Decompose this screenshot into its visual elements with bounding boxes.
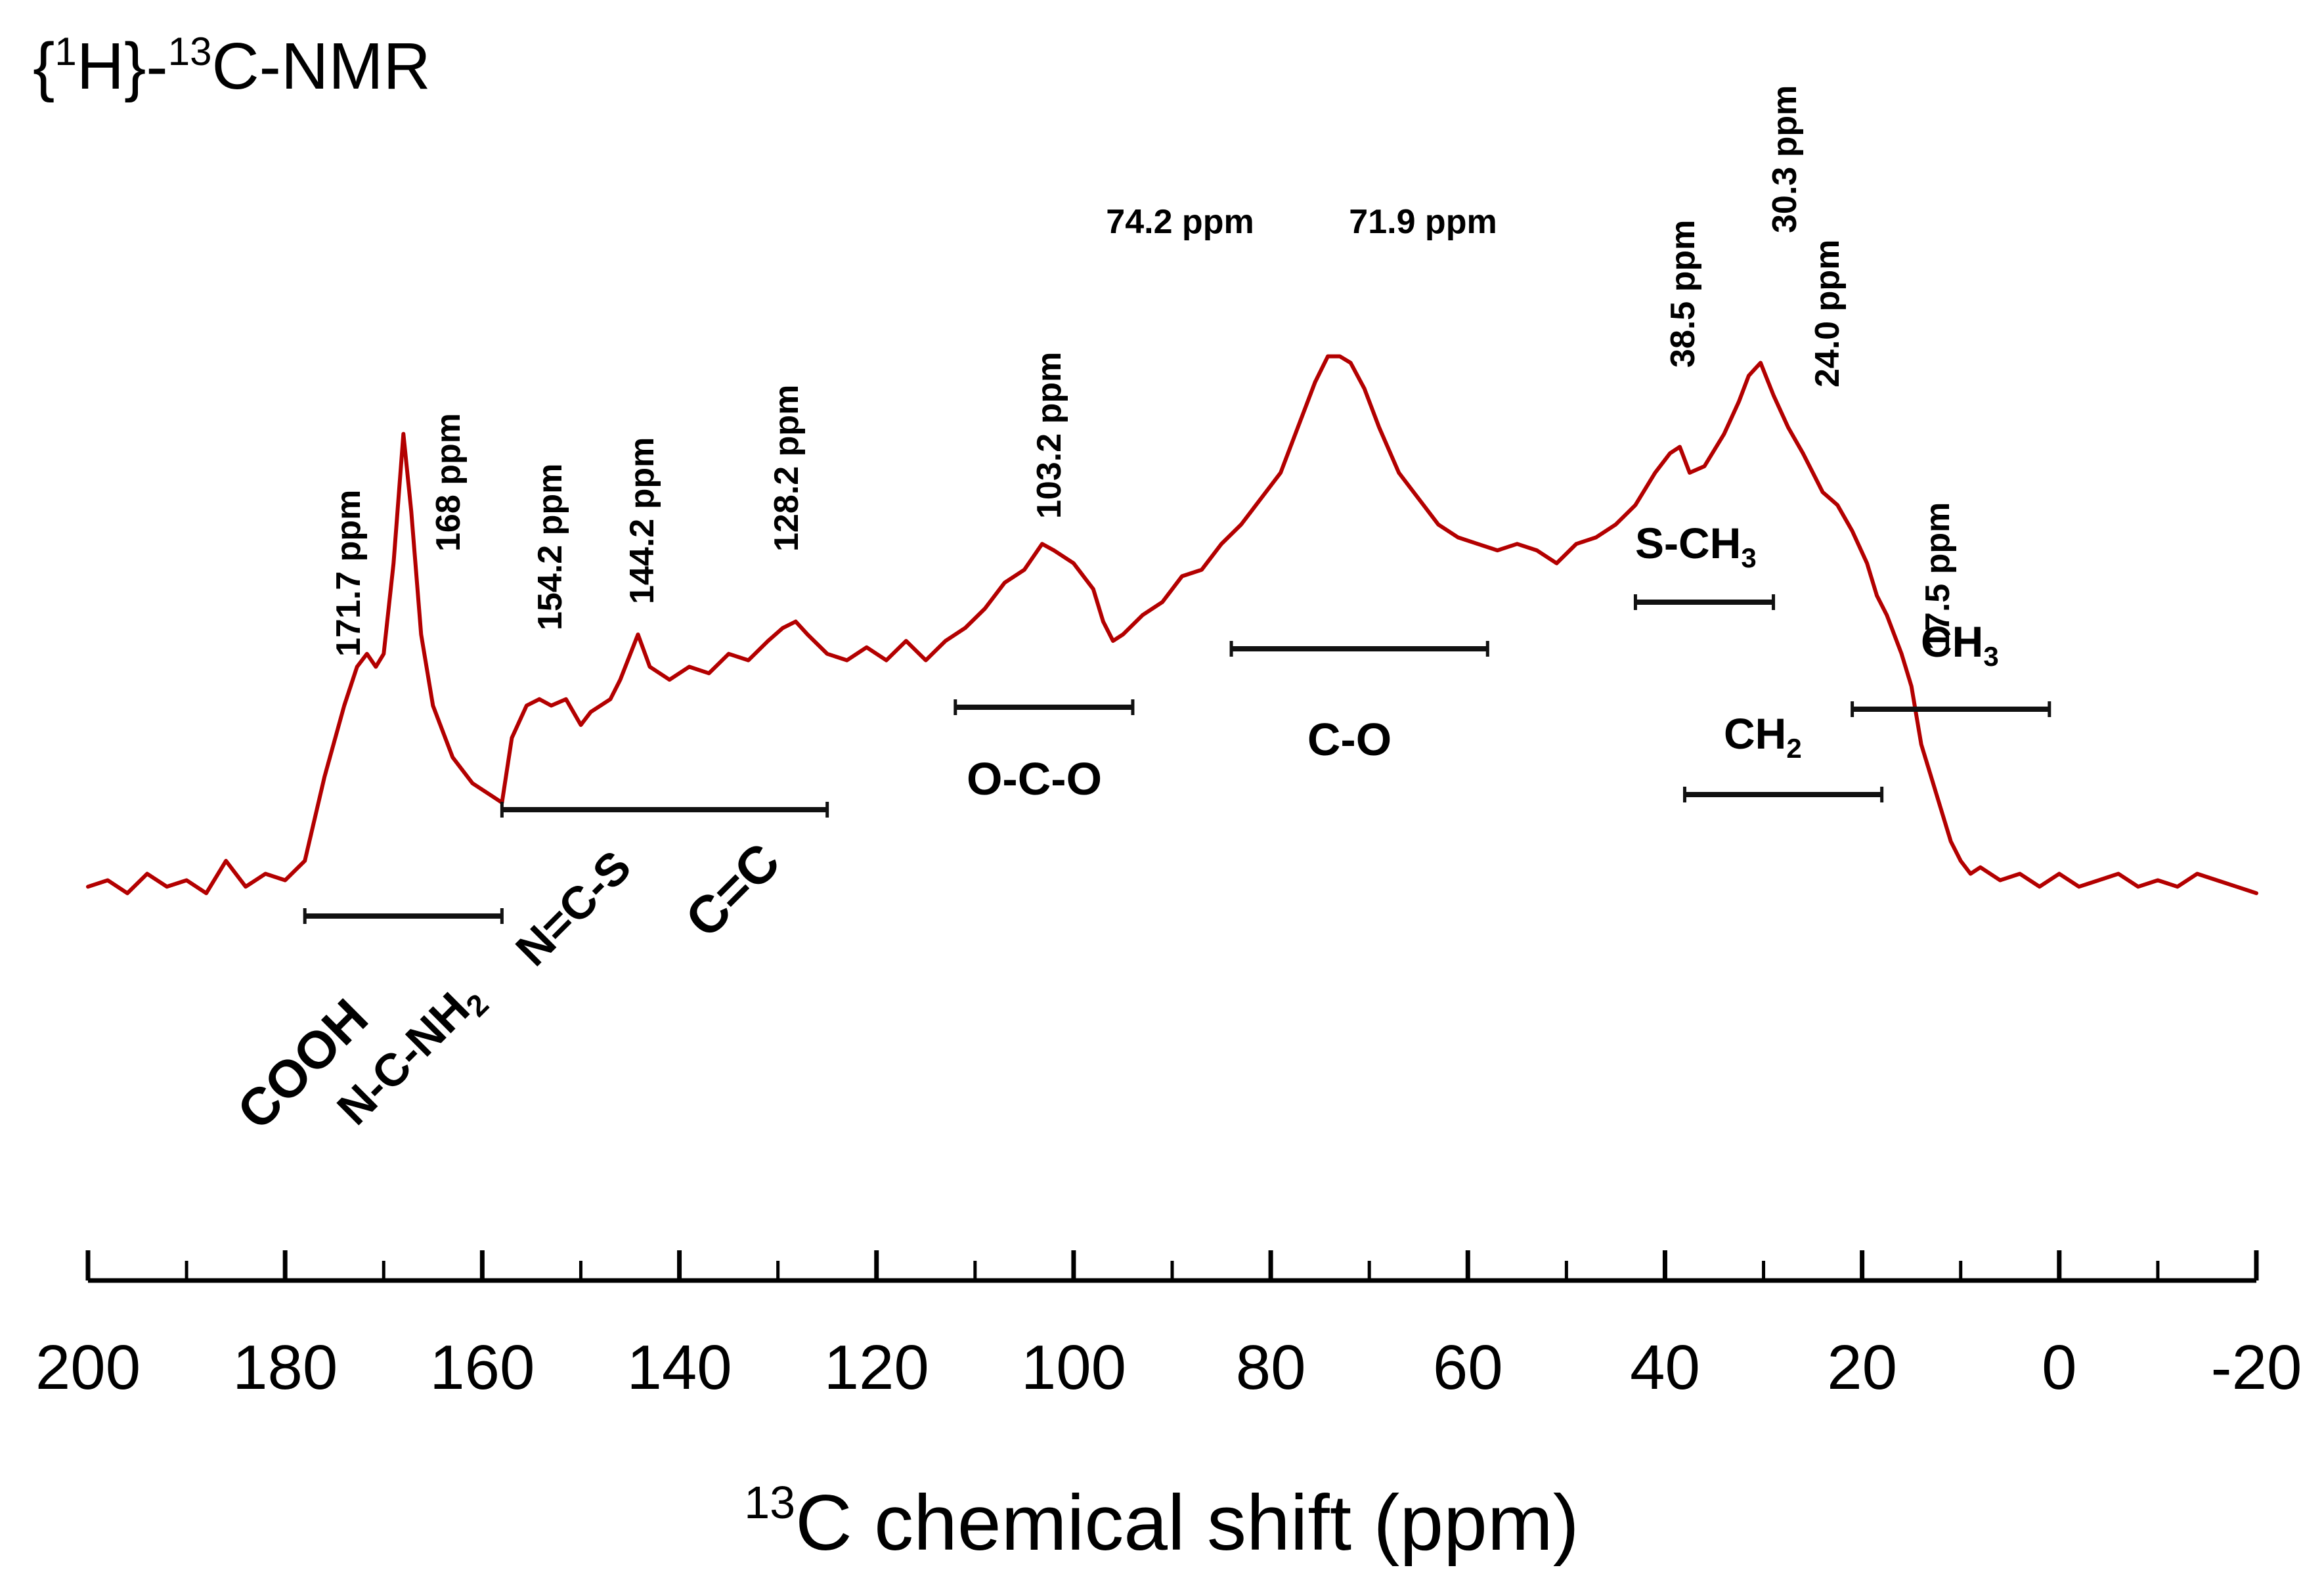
title-post: C-NMR xyxy=(211,30,430,103)
peak-label: 171.7 ppm xyxy=(330,490,368,657)
peak-label: 74.2 ppm xyxy=(1106,203,1254,241)
label-ch2: CH2 xyxy=(1724,709,1802,764)
title-sup-13: 13 xyxy=(168,30,212,74)
label-ch2-text: CH xyxy=(1724,709,1786,758)
x-axis: 200 180 160 140 120 100 80 60 40 20 0 -20 xyxy=(35,1250,2302,1403)
assignment-labels: COOH N-C-NH2 N=C-S C=C O-C-O C-O S-CH3 C… xyxy=(226,519,1998,1141)
label-c-c: C=C xyxy=(674,832,791,949)
tick-label: 100 xyxy=(1021,1332,1126,1403)
peak-labels: 171.7 ppm 168 ppm 154.2 ppm 144.2 ppm 128.2 … xyxy=(330,85,1957,657)
tick-label: 120 xyxy=(824,1332,929,1403)
x-axis-label-sup: 13 xyxy=(744,1477,795,1528)
peak-label: 17.5 ppm xyxy=(1919,502,1957,650)
label-o-c-o: O-C-O xyxy=(967,753,1102,804)
tick-label: 180 xyxy=(232,1332,338,1403)
peak-label: 71.9 ppm xyxy=(1349,203,1497,241)
peak-label: 103.2 ppm xyxy=(1030,352,1068,519)
x-axis-label-text: C chemical shift (ppm) xyxy=(795,1479,1579,1567)
spectrum-line xyxy=(86,354,2258,896)
tick-label: 0 xyxy=(2042,1332,2076,1403)
label-ch3-text: CH xyxy=(1921,617,1983,666)
title-pre: { xyxy=(33,30,55,103)
peak-label: 168 ppm xyxy=(429,413,468,552)
peak-label: 24.0 ppm xyxy=(1809,240,1847,387)
x-axis-ticks xyxy=(85,1250,2259,1280)
label-s-ch3-text: S-CH xyxy=(1635,519,1741,567)
title-sup-1: 1 xyxy=(55,30,76,74)
tick-label: 40 xyxy=(1630,1332,1700,1403)
peak-label: 128.2 ppm xyxy=(768,385,806,552)
tick-label: 140 xyxy=(626,1332,732,1403)
label-c-o: C-O xyxy=(1307,714,1392,765)
assignment-brackets xyxy=(303,594,2051,924)
title-mid: H}- xyxy=(77,30,168,103)
peak-label: 144.2 ppm xyxy=(623,437,661,604)
peak-label: 154.2 ppm xyxy=(531,464,569,630)
peak-label: 38.5 ppm xyxy=(1664,220,1702,368)
tick-label: 160 xyxy=(429,1332,535,1403)
chart-title: {1H}-13C-NMR xyxy=(33,30,431,103)
label-s-ch3-sub: 3 xyxy=(1741,542,1756,573)
peak-label: 30.3 ppm xyxy=(1766,85,1804,233)
label-n-c-s: N=C-S xyxy=(506,841,641,976)
tick-label: 20 xyxy=(1827,1332,1897,1403)
tick-label: 200 xyxy=(35,1332,141,1403)
x-axis-tick-labels: 200 180 160 140 120 100 80 60 40 20 0 -20 xyxy=(35,1332,2302,1403)
x-axis-label: 13C chemical shift (ppm) xyxy=(744,1477,1579,1567)
tick-label: 60 xyxy=(1433,1332,1503,1403)
tick-label: 80 xyxy=(1236,1332,1306,1403)
tick-label: -20 xyxy=(2211,1332,2302,1403)
label-s-ch3: S-CH3 xyxy=(1635,519,1757,573)
label-ch3: CH3 xyxy=(1921,617,1999,672)
label-ch3-sub: 3 xyxy=(1983,641,1998,672)
label-ch2-sub: 2 xyxy=(1786,733,1801,764)
